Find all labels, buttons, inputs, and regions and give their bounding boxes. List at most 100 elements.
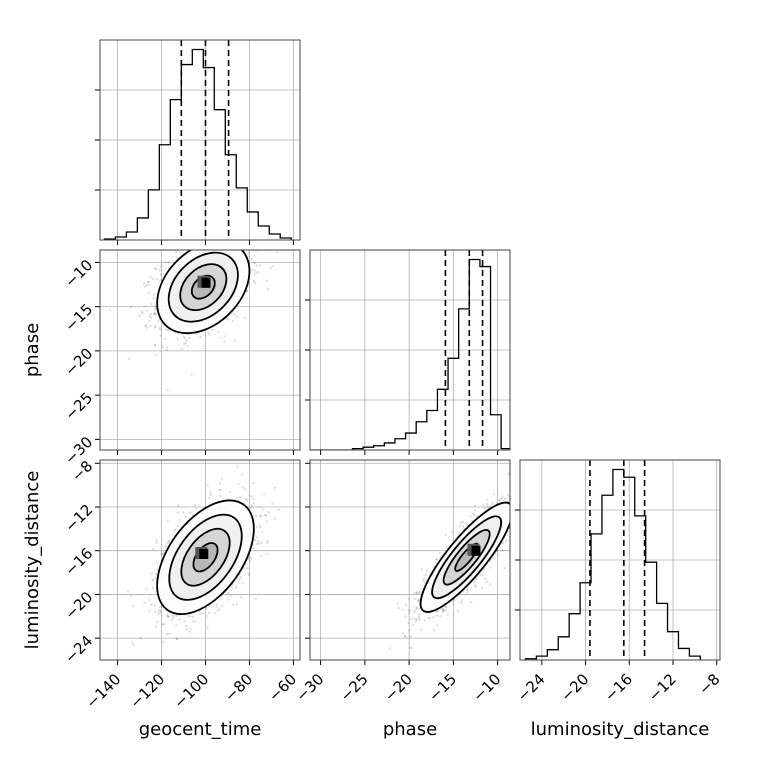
sample-point [486, 498, 489, 502]
sample-point [240, 246, 242, 248]
sample-point [485, 580, 488, 583]
sample-point [156, 568, 159, 571]
sample-point [188, 337, 191, 340]
sample-point [131, 641, 134, 644]
sample-point [251, 495, 254, 498]
sample-point [259, 555, 262, 558]
tick-label-y: −12 [61, 501, 96, 536]
sample-point [514, 518, 516, 520]
sample-point [154, 343, 157, 346]
sample-point [230, 246, 232, 248]
sample-point [474, 509, 477, 512]
sample-point [248, 556, 251, 559]
sample-point [424, 573, 427, 577]
sample-point [215, 603, 218, 606]
sample-point [167, 260, 170, 263]
sample-point [507, 473, 510, 476]
sample-point [219, 598, 222, 601]
sample-point [223, 340, 226, 343]
sample-point [475, 577, 478, 581]
sample-point [155, 561, 158, 564]
sample-point [218, 489, 221, 492]
sample-point [417, 616, 420, 619]
sample-point [160, 265, 163, 268]
sample-point [159, 610, 162, 613]
sample-point [200, 244, 202, 246]
sample-point [152, 293, 155, 296]
panel-luminosity_distance-vs-luminosity_distance: −24 −20 −16 −12 −8 [514, 459, 724, 705]
sample-point [474, 584, 477, 587]
sample-point [464, 522, 467, 525]
sample-point [160, 553, 163, 556]
sample-point [413, 609, 416, 612]
sample-point [427, 617, 430, 620]
sample-point [156, 277, 159, 281]
sample-point [139, 637, 142, 640]
sample-point [238, 577, 241, 580]
tick-label-x: −80 [221, 670, 256, 705]
sample-point [404, 615, 407, 618]
sample-point [492, 556, 495, 560]
sample-point [253, 254, 256, 257]
sample-point [145, 326, 148, 329]
sample-point [195, 507, 198, 510]
sample-point [233, 241, 235, 243]
sample-point [256, 543, 259, 546]
sample-point [259, 514, 262, 518]
sample-point [141, 311, 144, 314]
sample-point [436, 624, 439, 627]
sample-point [218, 246, 220, 248]
sample-point [526, 492, 528, 494]
sample-point [440, 608, 443, 611]
sample-point [511, 502, 513, 504]
sample-point [417, 591, 420, 595]
xlabel-luminosity-distance: luminosity_distance [531, 719, 710, 740]
sample-point [207, 241, 209, 243]
sample-point [221, 477, 224, 480]
panel-geocent_time-vs-phase: −30−25−20−15−10 [61, 231, 301, 468]
sample-point [151, 586, 154, 589]
sample-point [417, 598, 420, 602]
sample-point [150, 302, 153, 306]
sample-point [230, 586, 234, 589]
sample-point [232, 603, 235, 606]
sample-point [417, 600, 420, 603]
sample-point [216, 231, 218, 233]
sample-point [258, 264, 262, 267]
sample-point [510, 516, 512, 518]
tick-label-x: −16 [601, 670, 636, 705]
sample-point [396, 602, 399, 605]
sample-point [167, 539, 171, 542]
sample-point [513, 513, 515, 515]
sample-point [252, 498, 255, 501]
sample-point [191, 620, 194, 623]
ylabel-luminosity-distance: luminosity_distance [22, 471, 43, 650]
sample-point [414, 620, 417, 623]
sample-point [250, 505, 254, 508]
sample-point [150, 572, 153, 576]
sample-point [162, 641, 165, 644]
tick-label-x: −140 [83, 670, 125, 712]
sample-point [172, 616, 175, 619]
sample-point [164, 337, 167, 340]
sample-point [511, 516, 513, 518]
sample-point [218, 247, 220, 249]
sample-point [267, 540, 270, 543]
sample-point [166, 348, 169, 351]
tick-label-x: −24 [514, 670, 549, 705]
sample-point [240, 246, 242, 248]
sample-point [257, 542, 260, 545]
sample-point [215, 606, 218, 609]
sample-point [388, 647, 391, 650]
sample-point [152, 277, 155, 281]
sample-point [466, 523, 469, 526]
sample-point [489, 566, 492, 569]
sample-point [397, 607, 400, 610]
density-peak [471, 545, 481, 556]
sample-point [417, 614, 420, 618]
sample-point [156, 620, 159, 623]
sample-point [229, 594, 232, 597]
sample-point [242, 486, 245, 489]
sample-point [144, 323, 148, 327]
sample-point [206, 484, 209, 487]
